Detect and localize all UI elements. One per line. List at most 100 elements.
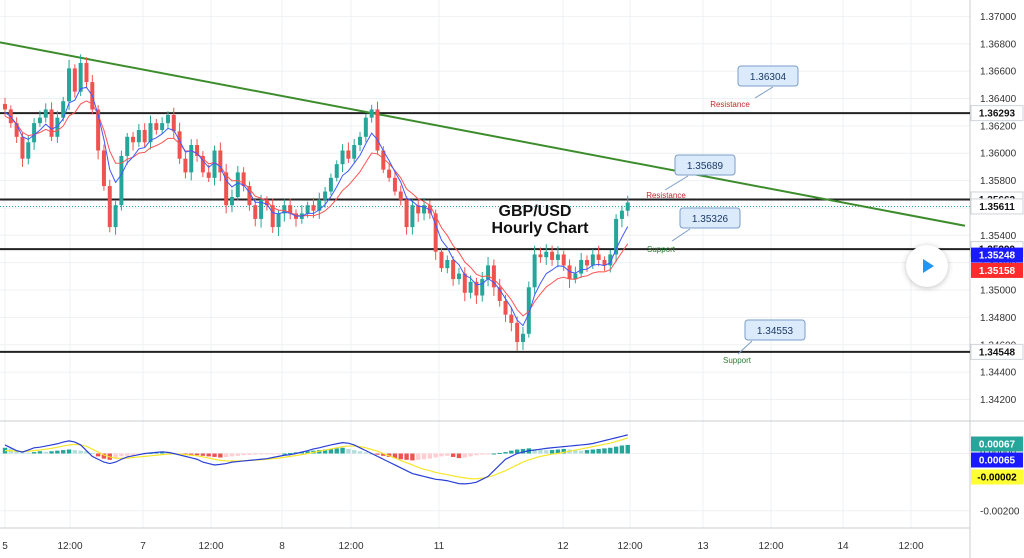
callout-box (674, 154, 736, 176)
time-axis[interactable]: 5 12:00 7 12:00 8 12:00 11 12 12:00 13 12:00 14 12:0… (2, 541, 924, 552)
candle-body (346, 150, 351, 159)
macd-hist-bar (235, 453, 240, 456)
candle-body (468, 281, 473, 293)
candle-body (608, 254, 613, 266)
macd-hist-bar (229, 453, 235, 457)
macd-hist-bar (189, 453, 194, 455)
candle-body (474, 281, 479, 296)
macd-hist-bar (90, 452, 95, 454)
time-tick-label: 12:00 (898, 541, 923, 552)
current-price-badge: 1.35611 (979, 202, 1015, 213)
time-tick-label: 11 (434, 541, 445, 552)
macd-hist-bar (450, 453, 456, 457)
candle-body (259, 199, 264, 219)
candle-body (439, 251, 444, 269)
candle-body (171, 114, 176, 132)
macd-hist-bar (322, 449, 328, 454)
candle-body (26, 142, 31, 159)
macd-hist-bar (95, 453, 101, 457)
macd-hist-bar (433, 453, 438, 458)
macd-hist-bar (61, 450, 66, 454)
candle-body (270, 205, 275, 228)
macd-hist-bar (480, 453, 485, 455)
macd-hist-bar (26, 452, 31, 454)
macd-hist-bar (258, 453, 264, 455)
macd-hist-bar (37, 451, 43, 454)
macd-hist-bar (340, 447, 345, 454)
macd-hist-bar (78, 450, 83, 454)
callout-box (679, 207, 741, 229)
candle-body (369, 109, 374, 118)
macd-badge: -0.00002 (977, 473, 1017, 484)
candle-body (282, 205, 287, 214)
price-tick-label: 1.34200 (980, 395, 1017, 406)
level-badge-bg (970, 343, 1024, 360)
candle-body (113, 205, 118, 228)
candle-body (375, 109, 380, 151)
price-tick-label: 1.36600 (980, 67, 1017, 78)
macd-hist-bar (520, 448, 526, 454)
annotations: 1.36304 1.35689 1.35326 1.34553 Resistance Re… (646, 65, 806, 365)
macd-hist-bar (398, 453, 403, 460)
candle-body (456, 273, 461, 280)
candle-body (3, 103, 7, 110)
play-button[interactable] (906, 245, 948, 287)
macd-hist-bar (31, 452, 37, 454)
macd-hist-bar (375, 453, 380, 455)
ma-badge: 1.35248 (979, 251, 1016, 262)
candle-body (520, 333, 525, 343)
callout-pointer (671, 228, 691, 242)
candle-body (561, 254, 566, 266)
candle-body (433, 213, 438, 252)
callout-label: 1.34553 (757, 326, 794, 337)
candle-body (72, 68, 77, 92)
candle-body (503, 300, 508, 315)
macd-hist-bar (503, 452, 508, 454)
ma-fast-line (4, 86, 629, 327)
candle-body (49, 109, 54, 137)
candle-body (392, 177, 397, 192)
macd-hist-bar (270, 453, 275, 455)
candle-body (619, 210, 624, 219)
macd-badge-bg (971, 452, 1023, 468)
callout-box (744, 319, 806, 341)
level-badge: 1.34548 (979, 347, 1016, 358)
play-icon (923, 259, 934, 273)
macd-tick-label: -0.00200 (980, 506, 1020, 517)
price-tick-label: 1.35000 (980, 286, 1017, 297)
candle-body (148, 123, 153, 143)
macd-hist-bar (212, 453, 217, 457)
price-tick-label: 1.37000 (980, 12, 1017, 23)
candle-body (78, 62, 83, 92)
price-tick-label: 1.36800 (980, 39, 1017, 50)
macd-hist-bar (72, 450, 78, 454)
macd-hist-bar (555, 449, 561, 454)
ma-slow-line (4, 100, 629, 317)
moving-averages (4, 86, 629, 327)
candle-body (14, 123, 19, 137)
macd-hist-bar (561, 448, 566, 454)
time-tick-label: 12:00 (617, 541, 642, 552)
candle-body (515, 322, 520, 343)
price-tick-label: 1.36000 (980, 149, 1017, 160)
candle-body (491, 265, 496, 288)
candle-body (585, 259, 589, 266)
candle-body (596, 254, 601, 260)
macd-hist-bar (619, 445, 625, 454)
candle-body (247, 186, 252, 206)
candle-body (67, 68, 72, 102)
level-badge: 1.36293 (979, 109, 1016, 120)
macd-hist-bar (253, 453, 258, 455)
downtrend-line (0, 41, 966, 227)
macd-hist-bar (218, 453, 223, 458)
candle-body (20, 136, 25, 159)
chart-title-line-2: Hourly Chart (492, 220, 590, 237)
macd-badge-bg (971, 436, 1023, 452)
candle-body (550, 251, 555, 260)
time-tick-label: 13 (697, 541, 709, 552)
candle-body (235, 172, 240, 198)
candle-body (532, 254, 537, 288)
macd-hist-bar (439, 453, 444, 457)
